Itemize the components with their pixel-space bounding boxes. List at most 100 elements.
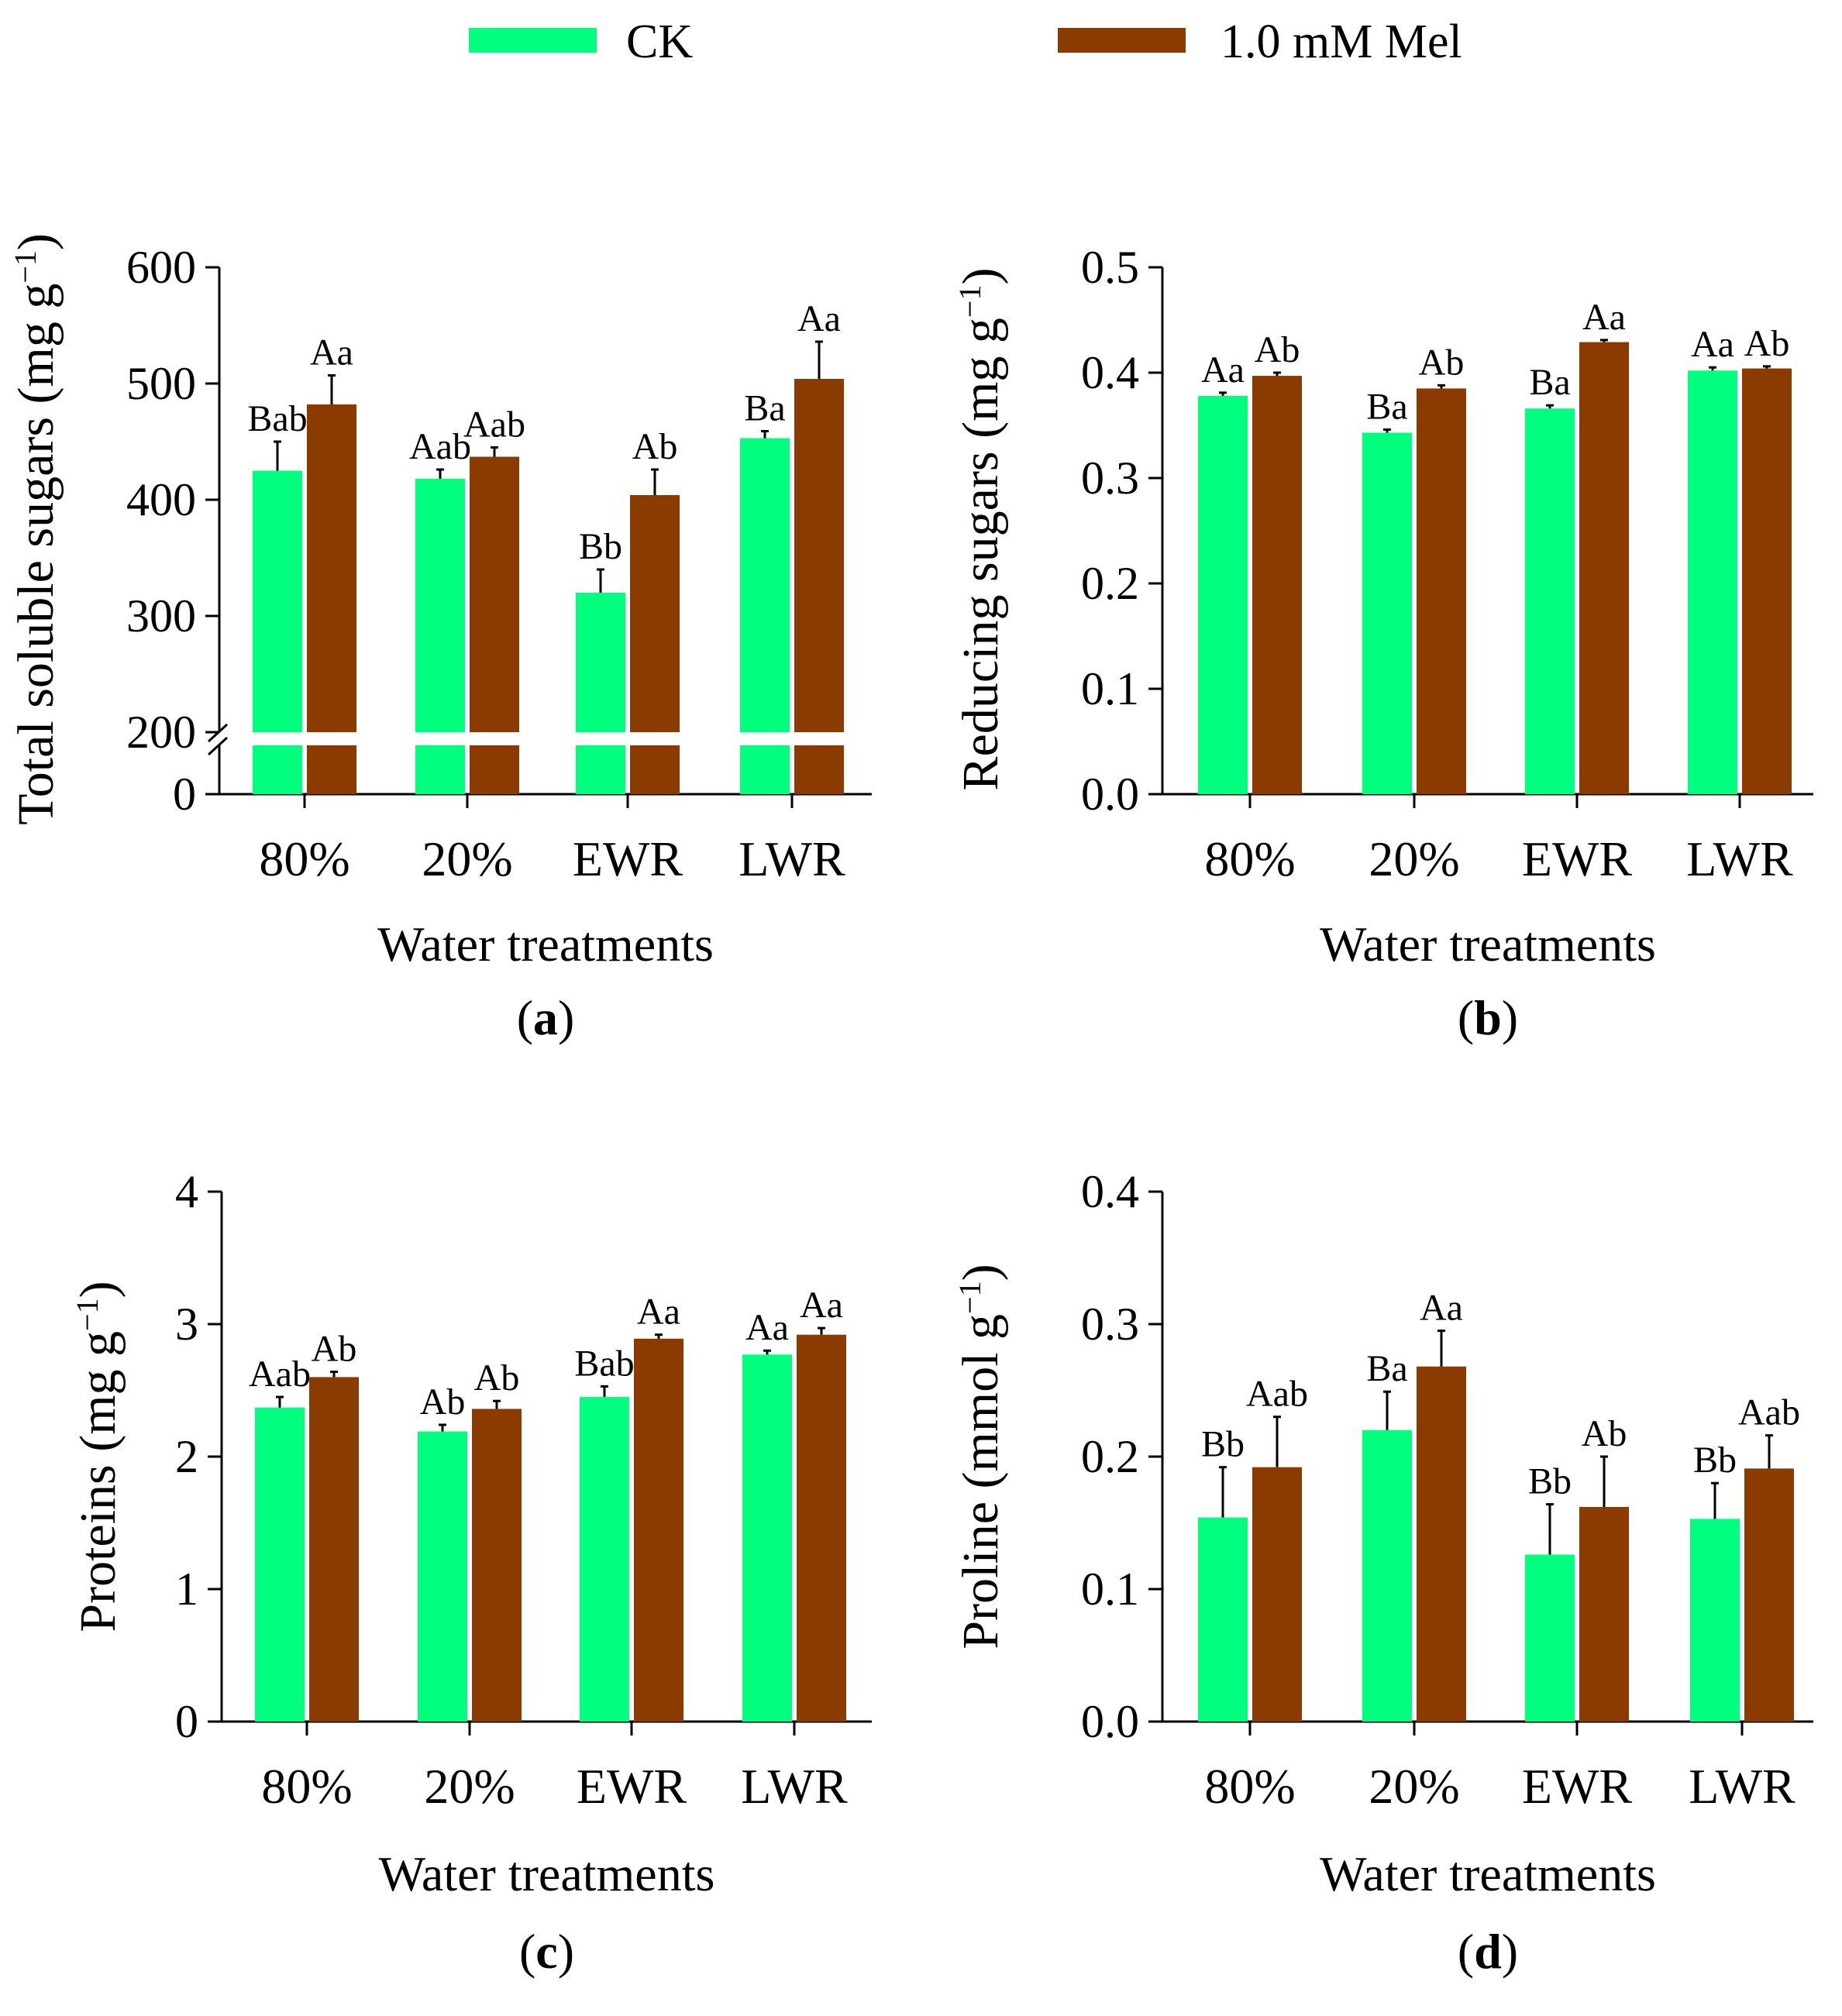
panel-tag-a: (a) (517, 990, 575, 1045)
bar-ck-c-2 (580, 1397, 629, 1722)
bar-mel-a-0 (307, 404, 356, 732)
panel-tag-close-c: ) (558, 1924, 574, 1979)
y-tick-label-c-1: 1 (175, 1564, 198, 1615)
bar-lower-ck-a-0 (253, 745, 302, 794)
y-tick-label-b-3: 0.3 (1081, 452, 1139, 504)
sig-label-mel-d-0: Aab (1246, 1374, 1308, 1415)
x-tick-label-d-3: LWR (1689, 1759, 1796, 1814)
panel-tag-letter-b: b (1474, 990, 1502, 1045)
axis-break-mark-lower-a (207, 736, 229, 756)
sig-label-mel-d-3: Aab (1738, 1392, 1800, 1433)
bar-mel-b-0 (1252, 376, 1302, 795)
bar-mel-c-0 (309, 1377, 359, 1722)
y-axis-title-d: Proline (mmol g−1) (952, 1264, 1010, 1649)
sig-label-ck-b-0: Aa (1201, 349, 1245, 390)
y-tick-label-d-2: 0.2 (1081, 1431, 1139, 1482)
sig-label-mel-d-1: Aa (1420, 1288, 1463, 1329)
panel-b: 0.00.10.20.30.40.580% 20% EWR LWRAaBaBaAaAb… (952, 242, 1813, 1045)
sig-label-ck-d-0: Bb (1201, 1424, 1245, 1465)
sig-label-ck-a-2: Bb (579, 526, 622, 567)
bar-lower-ck-a-1 (415, 745, 465, 794)
sig-label-mel-b-1: Ab (1419, 342, 1465, 383)
x-axis-title-d: Water treatments (1320, 1846, 1656, 1901)
y-tick-label-d-3: 0.3 (1081, 1299, 1139, 1350)
legend-swatch-0 (469, 28, 597, 53)
bar-mel-c-2 (634, 1338, 683, 1722)
y-axis-title-sup-c: −1 (70, 1298, 105, 1331)
bar-ck-a-2 (576, 593, 625, 732)
sig-label-mel-d-2: Ab (1582, 1413, 1627, 1454)
sig-label-mel-c-2: Aa (637, 1292, 680, 1333)
legend-label-1: 1.0 mM Mel (1221, 15, 1462, 68)
legend-label-0: CK (626, 15, 693, 68)
y-tick-label-a-4: 500 (126, 358, 196, 409)
x-tick-label-d-1: 20% (1369, 1759, 1459, 1814)
panel-tag-open-a: ( (517, 990, 533, 1045)
y-tick-label-d-1: 0.1 (1081, 1564, 1139, 1615)
x-axis-title-b: Water treatments (1320, 917, 1656, 972)
y-tick-label-b-0: 0.0 (1081, 769, 1139, 820)
bar-ck-d-1 (1362, 1429, 1412, 1722)
y-axis-title-close-c: ) (70, 1281, 126, 1298)
bar-mel-d-2 (1579, 1506, 1629, 1722)
y-tick-label-a-5: 600 (126, 242, 196, 293)
y-axis-title-text-a: Total soluble sugars (mg g (8, 284, 64, 825)
y-tick-label-c-0: 0 (175, 1696, 198, 1747)
bar-ck-b-1 (1362, 432, 1412, 794)
bar-lower-ck-a-2 (576, 745, 625, 794)
bar-mel-d-1 (1417, 1366, 1466, 1722)
x-tick-label-c-3: LWR (741, 1759, 848, 1814)
bar-ck-b-3 (1688, 370, 1737, 794)
y-axis-title-sup-d: −1 (952, 1281, 987, 1314)
sig-label-ck-d-3: Bb (1693, 1440, 1737, 1481)
bar-mel-a-2 (630, 495, 680, 732)
sig-label-mel-c-3: Aa (800, 1285, 843, 1326)
panel-tag-letter-a: a (533, 990, 558, 1045)
x-tick-label-a-1: 20% (422, 831, 512, 886)
y-axis-title-a: Total soluble sugars (mg g−1) (8, 233, 65, 825)
y-tick-label-d-4: 0.4 (1081, 1166, 1139, 1217)
bar-ck-d-3 (1690, 1519, 1740, 1722)
bar-ck-a-3 (740, 438, 790, 732)
x-axis-title-c: Water treatments (379, 1846, 715, 1901)
sig-label-ck-c-2: Bab (574, 1343, 634, 1384)
sig-label-mel-b-2: Aa (1582, 297, 1626, 338)
sig-label-mel-b-0: Ab (1255, 329, 1300, 370)
panel-tag-letter-d: d (1474, 1924, 1502, 1979)
y-axis-title-close-b: ) (952, 268, 1009, 285)
x-tick-label-b-0: 80% (1204, 831, 1295, 886)
bar-ck-d-0 (1198, 1517, 1248, 1722)
y-tick-label-b-5: 0.5 (1081, 242, 1139, 293)
panel-tag-b: (b) (1458, 990, 1518, 1045)
y-tick-label-a-1: 200 (126, 707, 196, 758)
sig-label-ck-c-0: Aab (249, 1354, 311, 1395)
x-tick-label-a-3: LWR (739, 831, 845, 886)
sig-label-mel-b-3: Ab (1744, 323, 1790, 364)
y-axis-title-text-b: Reducing sugars (mg g (952, 318, 1009, 790)
sig-label-ck-d-1: Ba (1366, 1348, 1407, 1389)
bar-mel-c-1 (472, 1409, 522, 1722)
bar-ck-b-0 (1198, 395, 1248, 794)
y-axis-title-c: Proteins (mg g−1) (70, 1281, 127, 1632)
y-tick-label-c-4: 4 (175, 1166, 198, 1217)
y-axis-title-close-d: ) (952, 1264, 1009, 1281)
bar-ck-a-1 (415, 479, 465, 732)
y-axis-title-sup-b: −1 (952, 285, 987, 318)
sig-label-mel-c-0: Ab (312, 1329, 357, 1370)
bar-ck-a-0 (253, 470, 302, 732)
x-tick-label-b-1: 20% (1369, 831, 1459, 886)
sig-label-ck-c-1: Ab (420, 1381, 466, 1423)
sig-label-ck-d-2: Bb (1528, 1461, 1572, 1502)
bar-ck-d-2 (1525, 1554, 1575, 1722)
bar-lower-mel-a-3 (794, 745, 844, 794)
y-axis-title-close-a: ) (8, 233, 64, 250)
panel-tag-open-b: ( (1458, 990, 1474, 1045)
bar-mel-b-1 (1417, 388, 1466, 794)
panel-tag-open-d: ( (1458, 1924, 1474, 1979)
bar-ck-c-1 (418, 1431, 467, 1722)
sig-label-ck-b-2: Ba (1529, 362, 1570, 403)
y-tick-label-b-4: 0.4 (1081, 347, 1139, 398)
bar-mel-b-3 (1742, 368, 1792, 794)
